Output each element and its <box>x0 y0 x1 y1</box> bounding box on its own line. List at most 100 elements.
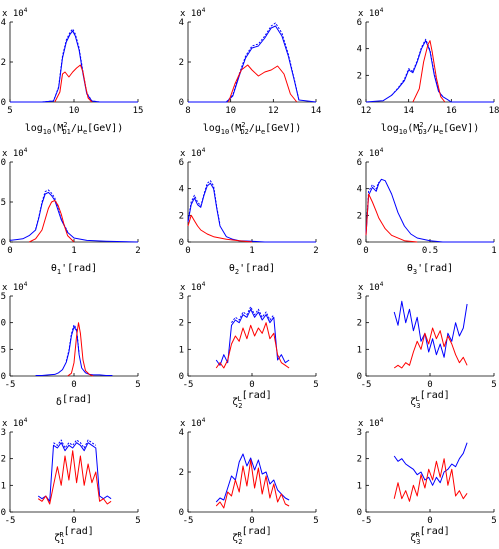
series-line <box>37 442 112 502</box>
series-line <box>393 458 468 502</box>
y-tick-label: 2 <box>1 58 6 68</box>
exponent-label: x 104 <box>180 147 206 159</box>
x-tick-label: 2 <box>313 246 318 256</box>
x-tick-label: 14 <box>311 106 322 116</box>
x-tick-label: 0 <box>249 516 254 526</box>
x-axis-title: ζ1R[rad] <box>54 526 94 546</box>
x-tick-label: 5 <box>491 380 496 390</box>
x-axis-title: ζ2L[rad] <box>232 390 272 410</box>
y-tick-label: 0 <box>179 238 184 248</box>
y-tick-label: 5 <box>1 345 6 355</box>
x-axis-title-part: (M <box>229 123 241 134</box>
x-tick-label: -5 <box>5 516 16 526</box>
x-tick-label: 0 <box>185 246 190 256</box>
x-axis-title: ζ3R[rad] <box>410 526 450 546</box>
y-tick-label: 1 <box>1 481 6 491</box>
x-axis-title-part: 1 <box>60 538 64 546</box>
y-tick-label: 0 <box>179 372 184 382</box>
x-axis-title-part: e <box>261 128 265 136</box>
exponent-power: 4 <box>380 7 384 14</box>
y-tick-label: 2 <box>357 71 362 81</box>
series-line <box>391 38 444 97</box>
exponent-base: x 10 <box>358 283 380 293</box>
y-tick-label: 2 <box>1 455 6 465</box>
exponent-label: x 104 <box>2 281 28 293</box>
exponent-power: 4 <box>24 147 28 154</box>
x-tick-label: 5 <box>313 380 318 390</box>
x-axis-title-part: e <box>83 128 87 136</box>
x-tick-label: 0 <box>71 380 76 390</box>
x-tick-label: 0 <box>71 516 76 526</box>
y-tick-label: 2 <box>357 211 362 221</box>
y-tick-label: 4 <box>179 185 184 195</box>
x-axis-title-part: [rad] <box>242 526 272 537</box>
exponent-label: x 104 <box>2 147 28 159</box>
x-axis-title-part: 2 <box>419 121 423 129</box>
x-axis-title-part: ζ <box>410 533 416 544</box>
exponent-power: 4 <box>202 147 206 154</box>
series-line <box>393 327 468 369</box>
x-tick-label: 5 <box>7 106 12 116</box>
y-tick-label: 3 <box>357 428 362 438</box>
y-tick-label: 2 <box>179 211 184 221</box>
x-axis-title-part: ζ <box>232 533 238 544</box>
x-tick-label: 0 <box>363 246 368 256</box>
x-tick-label: 1 <box>71 246 76 256</box>
x-tick-label: 18 <box>489 106 499 116</box>
exponent-power: 4 <box>24 281 28 288</box>
x-tick-label: 5 <box>313 516 318 526</box>
x-axis-title-part: ζ <box>410 397 416 408</box>
x-axis-title-part: D1 <box>62 128 70 136</box>
series-line <box>393 300 468 358</box>
y-tick-label: 10 <box>0 319 6 329</box>
x-tick-label: 14 <box>403 106 414 116</box>
y-tick-label: 1 <box>357 481 362 491</box>
exponent-label: x 104 <box>180 7 206 19</box>
y-tick-label: 0 <box>357 372 362 382</box>
series-line <box>228 64 298 103</box>
x-axis-title-part: θ <box>407 263 413 274</box>
series-line <box>393 442 468 486</box>
x-axis-title-part: 3 <box>413 268 417 276</box>
series-line <box>215 459 290 509</box>
x-axis-title-part: [GeV]) <box>87 123 123 134</box>
x-axis-title-part: 3 <box>416 402 420 410</box>
exponent-power: 4 <box>24 417 28 424</box>
x-axis-title-part: [GeV]) <box>265 123 301 134</box>
y-tick-label: 3 <box>179 292 184 302</box>
x-axis-title-part: e <box>439 128 443 136</box>
y-tick-label: 2 <box>179 319 184 329</box>
x-axis-title: log10(M2 D3/μe[GeV]) <box>381 121 480 136</box>
exponent-base: x 10 <box>2 283 24 293</box>
x-tick-label: 10 <box>69 106 80 116</box>
x-tick-label: 5 <box>491 516 496 526</box>
x-axis-title-part: 3 <box>416 538 420 546</box>
y-tick-label: 4 <box>179 18 184 28</box>
series-line <box>215 322 290 369</box>
x-tick-label: 2 <box>135 246 140 256</box>
x-axis-title-part: [rad] <box>62 394 92 405</box>
exponent-base: x 10 <box>180 283 202 293</box>
x-axis-title: θ2'[rad] <box>229 263 275 276</box>
y-tick-label: 0 <box>357 98 362 108</box>
x-axis-title-part: log <box>25 123 43 134</box>
exponent-power: 4 <box>202 281 206 288</box>
x-axis-title-part: /μ <box>71 123 83 134</box>
series-line <box>67 322 94 377</box>
y-tick-label: 5 <box>1 198 6 208</box>
series-line <box>54 64 93 103</box>
x-axis-title-part: 2 <box>63 121 67 129</box>
y-tick-label: 6 <box>357 18 362 28</box>
x-tick-label: -5 <box>361 380 372 390</box>
y-tick-label: 6 <box>179 158 184 168</box>
x-tick-label: 15 <box>133 106 144 116</box>
x-axis-title-part: L <box>237 395 241 403</box>
